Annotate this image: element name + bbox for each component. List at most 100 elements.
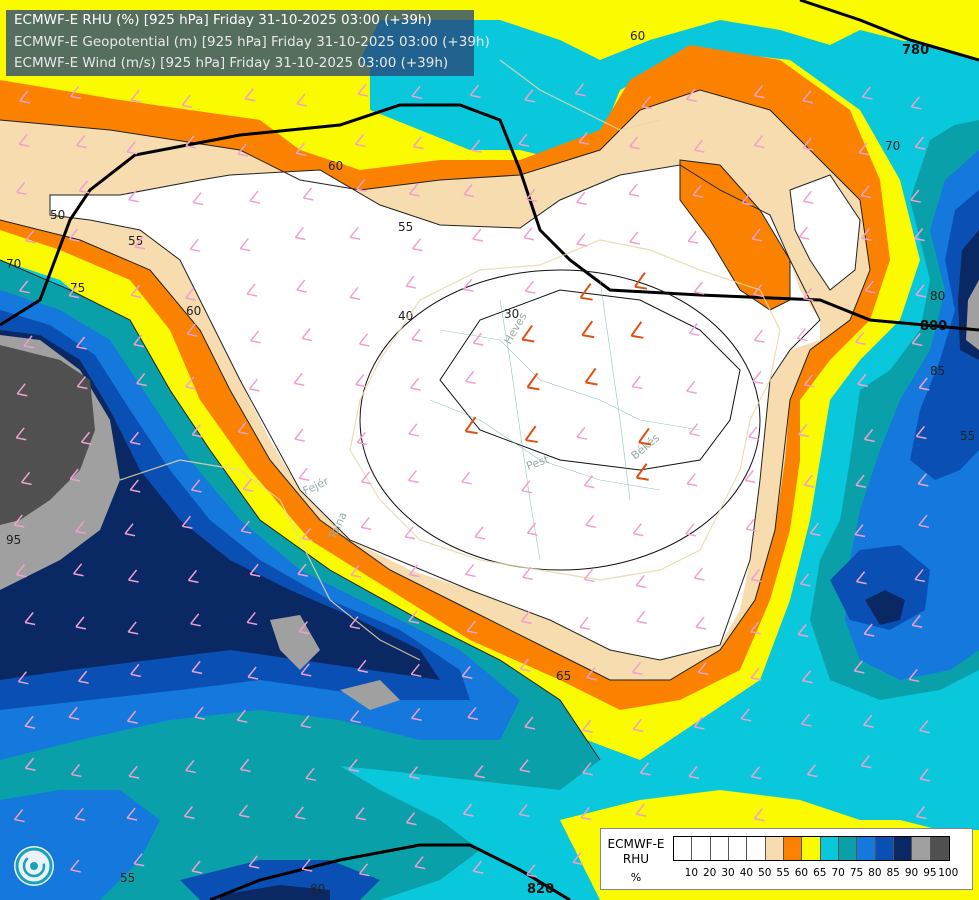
wind-barb: [576, 426, 588, 440]
wind-barb: [358, 863, 370, 877]
wind-barb: [126, 141, 138, 155]
wind-barb: [461, 665, 473, 680]
legend-unit: %: [630, 871, 642, 884]
title-rhu: ECMWF-E RHU (%) [925 hPa] Friday 31-10-2…: [14, 12, 432, 28]
wind-barb: [411, 707, 422, 722]
rhu-band-85-east-blob: [830, 545, 930, 630]
wind-barb: [133, 853, 145, 867]
wind-barb: [526, 864, 538, 878]
wind-barb: [524, 716, 536, 730]
legend-swatch: [857, 837, 876, 860]
wind-barb: [686, 88, 697, 102]
wind-barb: [191, 860, 203, 874]
contour-label: 60: [630, 29, 645, 43]
wind-barb: [799, 573, 811, 587]
wind-barb: [300, 663, 312, 677]
wind-barb: [20, 471, 32, 486]
wind-barb: [918, 514, 930, 528]
wind-barb: [465, 370, 476, 385]
legend-tick: 50: [758, 867, 772, 879]
wind-barb: [238, 804, 250, 818]
wind-barb: [853, 660, 865, 674]
wind-barb: [249, 563, 261, 577]
wind-barb: [136, 373, 147, 387]
wind-barb: [237, 421, 249, 435]
wind-barb: [189, 238, 201, 252]
wind-barb: [522, 566, 533, 581]
wind-barb: [685, 523, 697, 537]
wind-barb: [585, 514, 596, 529]
wind-barb: [409, 564, 420, 578]
wind-barb: [583, 568, 595, 583]
ecmwf-logo-icon: [14, 846, 54, 886]
wind-barb: [744, 469, 756, 484]
legend-tick: 90: [904, 867, 919, 879]
wind-barb: [745, 518, 757, 532]
wind-barb: [356, 432, 368, 446]
wind-barb: [190, 479, 202, 493]
wind-barb: [860, 755, 872, 769]
wind-barb: [578, 131, 590, 145]
wind-barb: [301, 328, 313, 342]
wind-barb: [802, 137, 814, 151]
wind-barb: [239, 238, 251, 252]
wind-barb: [18, 133, 30, 147]
wind-barb: [753, 329, 765, 343]
wind-barb: [474, 765, 485, 779]
wind-barb: [802, 190, 814, 204]
legend-swatch: [747, 837, 766, 860]
wind-barb: [357, 83, 369, 97]
wind-barb: [863, 623, 875, 637]
wind-barb: [467, 706, 479, 721]
wind-barb: [519, 658, 531, 672]
wind-barb: [128, 569, 139, 583]
wind-barb: [693, 281, 705, 295]
wind-barb: [129, 431, 141, 445]
wind-barb: [919, 720, 930, 734]
wind-barb: [518, 133, 530, 147]
wind-barb: [130, 663, 141, 678]
wind-barb: [70, 859, 81, 873]
wind-barb: [16, 383, 28, 397]
wind-barb: [411, 85, 423, 100]
wind-barb: [521, 324, 535, 343]
wind-barb: [355, 374, 366, 388]
wind-barb: [350, 710, 361, 724]
rhu-band-95-sw-spot2: [340, 680, 400, 710]
contour-label: 95: [6, 533, 21, 547]
legend-tick: 40: [739, 867, 754, 879]
legend-tick: 60: [794, 867, 809, 879]
contour-label: 40: [398, 309, 413, 323]
wind-barb: [914, 136, 926, 150]
contour-label: 70: [6, 257, 21, 271]
wind-barb: [70, 763, 82, 778]
wind-barb: [76, 336, 87, 350]
wind-barb: [864, 280, 876, 294]
wind-barb: [854, 524, 866, 538]
wind-barb: [191, 660, 203, 675]
wind-barb: [461, 471, 472, 485]
legend-tick: 55: [776, 867, 790, 879]
wind-barb: [128, 765, 140, 779]
wind-barb: [190, 613, 201, 627]
wind-barb: [800, 713, 812, 727]
wind-barb: [293, 372, 305, 387]
wind-barb: [641, 96, 653, 110]
legend-swatch: [875, 837, 895, 860]
wind-barb: [248, 378, 260, 392]
wind-barb: [908, 668, 920, 683]
wind-barb: [246, 611, 258, 626]
wind-barb: [300, 715, 312, 729]
wind-barb: [24, 757, 36, 771]
rhu-band-90-south: [220, 885, 330, 900]
wind-barb: [237, 143, 249, 157]
wind-barb: [412, 136, 424, 150]
wind-barb: [463, 184, 475, 198]
wind-barb: [631, 661, 643, 676]
wind-barb: [474, 526, 486, 540]
rhu-band-90-east-blob: [865, 590, 905, 625]
wind-barb: [181, 94, 193, 109]
legend-title: ECMWF-E RHU: [607, 837, 665, 866]
